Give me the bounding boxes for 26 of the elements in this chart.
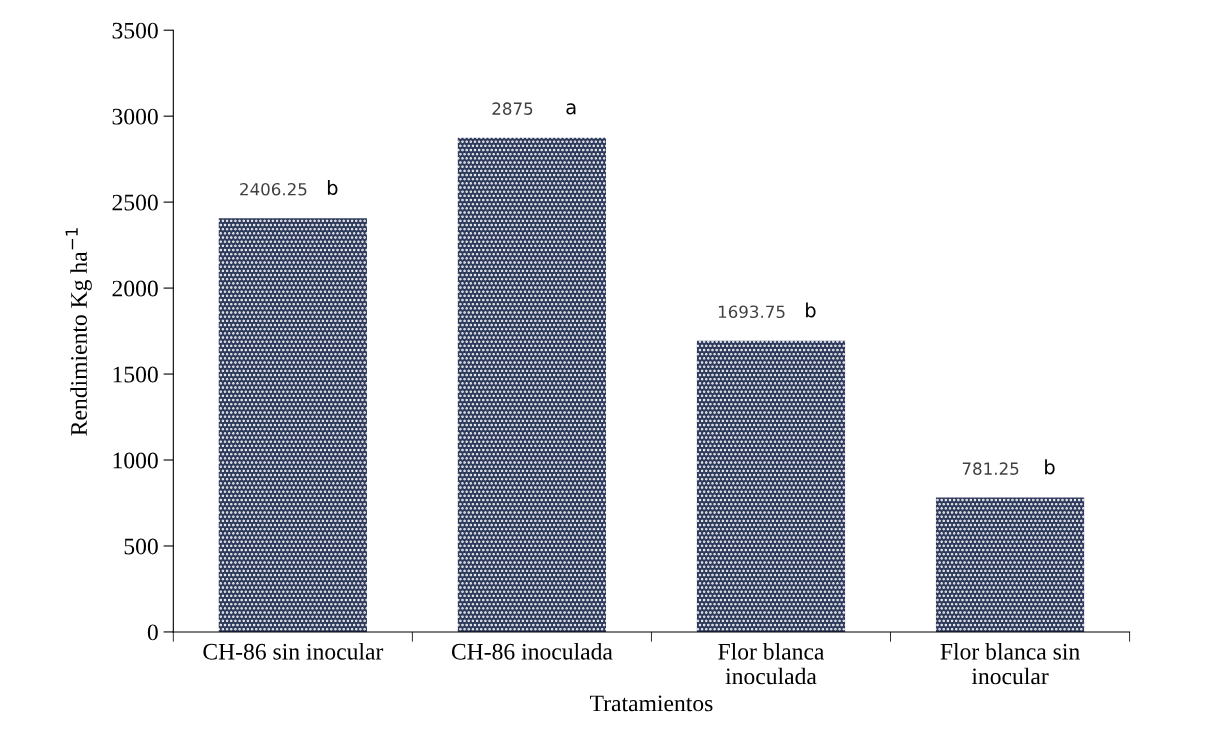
y-tick-label: 3500 <box>112 22 158 39</box>
bar <box>457 137 607 632</box>
bar <box>696 340 846 632</box>
annotation: b <box>1045 459 1055 475</box>
annotation: b <box>806 302 816 318</box>
x-axis-title: Tratamientos <box>590 695 713 712</box>
x-tick-label: CH-86 inoculada <box>451 643 613 660</box>
data-label: 1693.75 <box>718 305 785 319</box>
x-tick-label: CH-86 sin inocular <box>203 643 384 660</box>
y-tick-label: 2500 <box>112 194 158 211</box>
bar <box>935 497 1085 632</box>
data-label: 2875 <box>492 102 533 115</box>
annotation: b <box>327 179 338 196</box>
y-tick-label: 3000 <box>112 108 158 125</box>
x-tick-label: Flor blanca inoculada <box>718 643 825 685</box>
x-tick-label: Flor blanca sin inocular <box>940 643 1080 685</box>
bar <box>218 218 367 632</box>
y-tick-label: 2000 <box>112 280 158 297</box>
data-label: 781.25 <box>962 462 1019 475</box>
y-axis-title: Rendimiento Kg ha$^{−1}$ <box>65 228 92 436</box>
data-label: 2406.25 <box>240 182 307 196</box>
annotation: a <box>566 103 576 115</box>
y-tick-label: 500 <box>124 538 158 555</box>
y-tick-label: 1000 <box>113 452 158 469</box>
y-tick-label: 0 <box>147 624 158 641</box>
y-tick-label: 1500 <box>113 366 158 383</box>
